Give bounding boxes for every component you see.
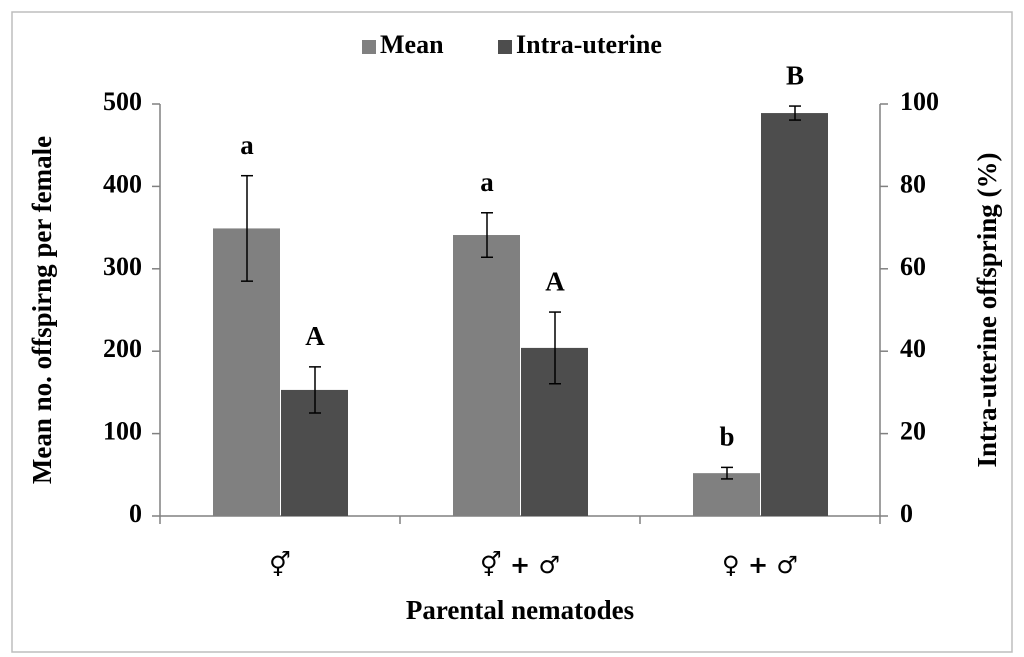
y-tick-label: 400 (103, 169, 142, 198)
legend-swatch (498, 40, 512, 54)
y2-tick-label: 40 (900, 334, 926, 363)
significance-letter: a (480, 167, 494, 197)
x-tick-label: ♀ + ♂ (722, 551, 798, 579)
y-tick-label: 100 (103, 417, 142, 446)
y-axis-title: Mean no. offspirng per female (27, 136, 57, 484)
y-tick-label: 300 (103, 252, 142, 281)
x-tick-label: ⚥ (269, 551, 291, 579)
y2-tick-label: 80 (900, 169, 926, 198)
bar (693, 473, 760, 516)
significance-letter: A (545, 266, 565, 296)
x-axis-title: Parental nematodes (406, 595, 634, 625)
legend-swatch (362, 40, 376, 54)
bar (453, 235, 520, 517)
y2-tick-label: 0 (900, 499, 913, 528)
y2-tick-label: 60 (900, 252, 926, 281)
significance-letter: B (786, 60, 804, 90)
x-tick-label: ⚥ + ♂ (480, 551, 560, 579)
legend-label: Intra-uterine (516, 30, 662, 59)
significance-letter: A (305, 321, 325, 351)
y2-tick-label: 100 (900, 87, 939, 116)
y-tick-label: 0 (129, 499, 142, 528)
significance-letter: a (240, 130, 254, 160)
bar (761, 113, 828, 517)
significance-letter: b (719, 422, 734, 452)
y2-axis-title: Intra-uterine offspring (%) (972, 153, 1002, 468)
y-tick-label: 500 (103, 87, 142, 116)
legend-label: Mean (380, 30, 444, 59)
y2-tick-label: 20 (900, 417, 926, 446)
frame (11, 11, 1013, 653)
y-tick-label: 200 (103, 334, 142, 363)
